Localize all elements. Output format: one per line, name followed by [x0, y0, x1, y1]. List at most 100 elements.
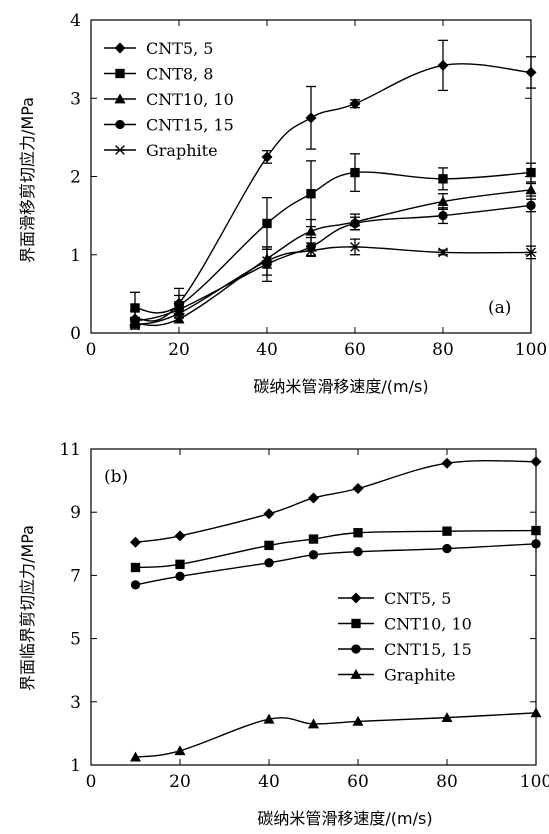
- y-tick-label: 3: [70, 693, 81, 713]
- data-point: [130, 562, 141, 573]
- data-point: [305, 225, 317, 236]
- panel-b-plot-area: 0 20 40 60 80 100 1 3 5 7 9 11 CNT5, 5 CNT10, 10 CNT15…: [59, 440, 549, 792]
- y-tick-label: 3: [70, 89, 81, 109]
- data-point: [262, 218, 272, 229]
- data-point: [174, 530, 186, 542]
- panel-a-label: (a): [488, 298, 511, 318]
- y-tick-label: 1: [70, 756, 81, 776]
- data-point: [350, 218, 360, 229]
- data-point: [264, 558, 274, 568]
- y-tick-label: 1: [70, 246, 81, 266]
- panel-b-chart: 界面临界剪切应力/MPa 碳纳米管滑移速度/(m/s) (b) 0 20 40 60 8…: [18, 440, 549, 828]
- data-point: [438, 174, 448, 184]
- data-point: [174, 745, 186, 756]
- data-point: [175, 571, 185, 582]
- data-point: [130, 536, 141, 548]
- data-point: [350, 167, 360, 178]
- x-tick-label: 60: [344, 340, 366, 360]
- data-point: [130, 303, 140, 313]
- data-point: [308, 492, 319, 504]
- legend-marker: [114, 145, 126, 155]
- series-graphite: [129, 238, 537, 331]
- legend-marker: [350, 669, 362, 679]
- data-point: [130, 751, 141, 762]
- data-point: [531, 539, 541, 549]
- data-point: [308, 718, 319, 729]
- y-tick-label: 0: [70, 324, 81, 344]
- data-point: [263, 508, 275, 520]
- series-line: [134, 171, 532, 314]
- data-point: [525, 184, 537, 195]
- data-point: [308, 550, 319, 560]
- series-line: [135, 712, 537, 758]
- series-graphite: [130, 707, 542, 762]
- legend-marker: [114, 93, 126, 104]
- data-point: [437, 247, 449, 258]
- x-tick-label: 80: [432, 340, 454, 360]
- legend-label: CNT5, 5: [384, 589, 451, 608]
- data-point: [308, 534, 319, 544]
- data-point: [352, 715, 364, 726]
- y-tick-label: 5: [70, 630, 81, 650]
- series-line: [134, 204, 532, 322]
- legend-label: CNT15, 15: [146, 116, 234, 135]
- x-tick-label: 0: [86, 772, 97, 792]
- x-tick-label: 40: [256, 340, 278, 360]
- data-point: [173, 308, 185, 319]
- panel-b-label: (b): [104, 467, 128, 487]
- data-point: [349, 242, 361, 252]
- data-point: [438, 210, 448, 221]
- data-point: [306, 189, 316, 199]
- legend-label: CNT10, 10: [146, 90, 234, 109]
- x-tick-label: 100: [515, 340, 547, 360]
- legend-label: Graphite: [384, 666, 456, 685]
- data-point: [530, 456, 542, 468]
- data-point: [442, 526, 452, 536]
- x-tick-label: 0: [86, 340, 97, 360]
- y-tick-label: 7: [70, 566, 81, 586]
- legend-marker: [115, 68, 125, 79]
- legend-marker: [350, 592, 362, 604]
- series-cnt8-8: [130, 153, 536, 325]
- series-cnt15-15: [130, 539, 541, 590]
- data-point: [263, 713, 275, 724]
- legend-label: CNT15, 15: [384, 640, 472, 659]
- legend-label: CNT10, 10: [384, 615, 472, 634]
- legend-label: CNT5, 5: [146, 39, 213, 58]
- panel-b-ylabel: 界面临界剪切应力/MPa: [18, 525, 37, 691]
- series-line: [135, 529, 537, 569]
- panel-a-xlabel: 碳纳米管滑移速度/(m/s): [253, 377, 428, 396]
- data-point: [441, 712, 453, 722]
- data-point: [129, 320, 141, 331]
- data-point: [353, 528, 363, 538]
- data-point: [130, 580, 141, 590]
- data-point: [261, 151, 273, 163]
- legend-marker: [115, 119, 125, 130]
- panel-a-ylabel: 界面滑移剪切应力/MPa: [18, 97, 37, 263]
- x-tick-label: 20: [168, 340, 190, 360]
- y-tick-label: 11: [59, 440, 81, 460]
- data-point: [530, 707, 542, 718]
- legend-label: Graphite: [146, 141, 218, 160]
- legend-marker: [114, 42, 126, 54]
- data-point: [305, 112, 317, 124]
- data-point: [525, 247, 537, 258]
- legend-label: CNT8, 8: [146, 65, 213, 84]
- data-point: [261, 256, 273, 266]
- x-tick-label: 100: [520, 772, 549, 792]
- data-point: [525, 66, 537, 78]
- data-point: [175, 559, 185, 570]
- panel-a-plot-area: 0 20 40 60 80 100 0 1 2 3 4 CNT5, 5 CNT8, 8 CNT10, 10…: [70, 11, 547, 360]
- data-point: [437, 196, 449, 206]
- panel-a-chart: 界面滑移剪切应力/MPa 碳纳米管滑移速度/(m/s) (a) 0 20 40 60 8…: [18, 11, 547, 396]
- series-line: [134, 246, 532, 326]
- data-point: [353, 547, 363, 557]
- series-line: [135, 543, 537, 586]
- data-point: [526, 200, 536, 211]
- x-tick-label: 80: [436, 772, 458, 792]
- series-line: [135, 459, 537, 543]
- x-tick-label: 20: [169, 772, 191, 792]
- data-point: [531, 525, 541, 536]
- legend-marker: [351, 644, 361, 654]
